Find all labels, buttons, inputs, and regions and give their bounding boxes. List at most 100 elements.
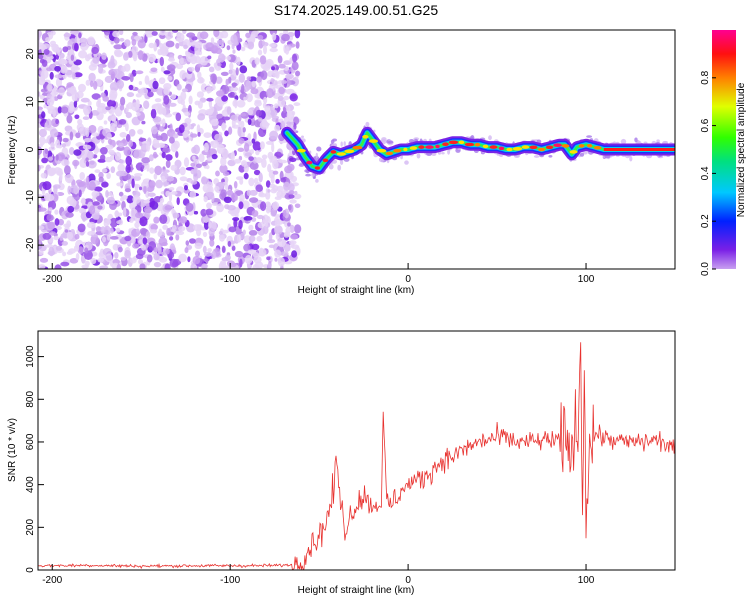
heatmap-noise-cell: [241, 200, 250, 209]
heatmap-noise-cell: [203, 251, 213, 257]
heatmap-noise-cell: [73, 72, 83, 78]
heatmap-noise-cell: [248, 156, 254, 162]
heatmap-noise-cell: [288, 240, 297, 245]
heatmap-noise-cell: [159, 214, 168, 224]
heatmap-noise-cell: [75, 253, 80, 261]
heatmap-noise-cell: [113, 120, 118, 127]
heatmap-noise-cell: [97, 258, 104, 263]
heatmap-noise-cell: [269, 43, 276, 48]
heatmap-noise-cell: [85, 79, 91, 86]
heatmap-noise-cell: [230, 34, 238, 44]
heatmap-ridge-peak: [521, 145, 530, 149]
heatmap-ridge-halo: [488, 135, 492, 141]
heatmap-noise-cell: [64, 229, 69, 233]
heatmap-noise-cell: [116, 263, 122, 269]
heatmap-noise-cell: [138, 137, 147, 142]
heatmap-noise-cell: [52, 46, 62, 53]
heatmap-noise-cell: [108, 149, 115, 155]
heatmap-noise-cell: [65, 212, 74, 218]
heatmap-noise-cell: [42, 232, 52, 240]
heatmap-noise-cell: [238, 201, 244, 210]
heatmap-noise-cell: [202, 231, 208, 238]
heatmap-noise-cell: [159, 34, 166, 40]
heatmap-noise-cell: [148, 42, 155, 49]
heatmap-noise-cell: [216, 203, 225, 213]
heatmap-noise-cell: [79, 37, 88, 44]
heatmap-noise-cell: [218, 182, 226, 187]
heatmap-ridge-halo: [365, 121, 370, 127]
heatmap-noise-cell: [38, 239, 41, 244]
heatmap-noise-cell: [131, 178, 135, 189]
heatmap-noise-cell: [131, 38, 137, 46]
heatmap-noise-cell: [64, 165, 71, 175]
heatmap-noise-cell: [207, 55, 212, 60]
heatmap-noise-cell: [169, 236, 174, 241]
heatmap-noise-cell: [211, 250, 217, 260]
heatmap-noise-cell: [163, 86, 170, 95]
heatmap-noise-cell: [255, 157, 263, 164]
heatmap-noise-cell: [55, 139, 60, 149]
heatmap-ridge-halo: [656, 139, 660, 143]
heatmap-ridge-halo: [328, 163, 334, 170]
heatmap-noise-cell: [118, 119, 127, 125]
heatmap-ridge-halo: [298, 163, 305, 167]
heatmap-noise-cell: [205, 164, 210, 170]
heatmap-noise-cell: [221, 245, 226, 253]
heatmap-ridge-halo: [548, 155, 553, 158]
heatmap-ridge-peak: [474, 142, 481, 147]
heatmap-noise-cell: [195, 50, 201, 56]
heatmap-noise-cell: [66, 251, 73, 255]
heatmap-noise-cell: [185, 240, 190, 246]
heatmap-noise-cell: [193, 171, 199, 182]
heatmap-noise-cell: [157, 48, 163, 56]
heatmap-noise-cell: [88, 181, 96, 191]
heatmap-noise-cell: [150, 108, 157, 119]
heatmap-noise-cell: [87, 36, 95, 46]
heatmap-noise-cell: [77, 119, 83, 125]
heatmap-noise-cell: [40, 172, 47, 179]
heatmap-noise-cell: [119, 104, 125, 111]
heatmap-noise-cell: [208, 66, 215, 73]
heatmap-noise-cell: [89, 205, 96, 215]
heatmap-ridge-halo: [620, 138, 627, 145]
heatmap-noise-cell: [285, 73, 294, 80]
heatmap-ridge-peak: [545, 145, 554, 150]
heatmap-noise-region: [38, 30, 302, 269]
heatmap-ridge-halo: [315, 152, 318, 159]
heatmap-noise-cell: [220, 189, 227, 198]
heatmap-noise-cell: [167, 75, 173, 81]
heatmap-noise-cell: [122, 138, 126, 144]
heatmap-noise-cell: [49, 128, 59, 138]
heatmap-noise-cell: [175, 234, 180, 241]
heatmap-noise-cell: [128, 84, 134, 91]
heatmap-noise-cell: [55, 154, 59, 161]
heatmap-noise-cell: [135, 93, 142, 98]
snr-x-tick-label: 100: [578, 575, 595, 586]
heatmap-ridge-halo: [441, 152, 445, 155]
heatmap-noise-cell: [241, 83, 245, 94]
heatmap-noise-cell: [216, 144, 225, 155]
heatmap-noise-cell: [60, 261, 70, 267]
heatmap-noise-cell: [129, 73, 134, 83]
heatmap-noise-cell: [253, 177, 259, 184]
heatmap-noise-cell: [165, 40, 175, 48]
heatmap-noise-cell: [49, 43, 59, 48]
heatmap-noise-cell: [168, 102, 177, 107]
heatmap-noise-cell: [97, 105, 106, 114]
heatmap-noise-cell: [166, 227, 171, 236]
heatmap-noise-cell: [48, 246, 55, 257]
heatmap-noise-cell: [114, 252, 119, 259]
heatmap-noise-cell: [274, 103, 279, 109]
heatmap-noise-cell: [268, 232, 273, 242]
heatmap-noise-cell: [58, 58, 67, 65]
heatmap-noise-cell: [280, 251, 289, 257]
heatmap-noise-cell: [290, 171, 294, 180]
heatmap-noise-cell: [247, 118, 252, 126]
colorbar-tick-label: 0.2: [700, 214, 711, 228]
heatmap-noise-cell: [284, 105, 291, 112]
heatmap-y-ticks: -20 -10 0 10 20: [25, 48, 44, 252]
heatmap-noise-cell: [38, 30, 42, 38]
heatmap-ridge-halo: [340, 141, 343, 147]
heatmap-noise-cell: [54, 218, 60, 226]
heatmap-noise-cell: [159, 56, 164, 67]
